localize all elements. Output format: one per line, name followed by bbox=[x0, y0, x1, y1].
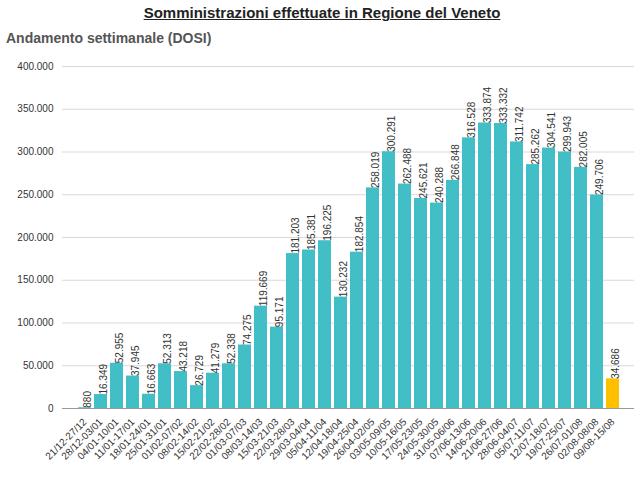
svg-text:74.275: 74.275 bbox=[242, 314, 253, 345]
svg-text:19/04-25/04: 19/04-25/04 bbox=[315, 416, 361, 462]
svg-text:304.541: 304.541 bbox=[546, 112, 557, 149]
svg-text:15/03-21/03: 15/03-21/03 bbox=[235, 416, 281, 462]
svg-text:14/06-20/06: 14/06-20/06 bbox=[443, 416, 489, 462]
svg-text:266.848: 266.848 bbox=[450, 144, 461, 181]
svg-text:12/07-18/07: 12/07-18/07 bbox=[507, 416, 553, 462]
svg-text:41.279: 41.279 bbox=[210, 342, 221, 373]
svg-text:52.313: 52.313 bbox=[162, 333, 173, 364]
svg-text:22/02-28/02: 22/02-28/02 bbox=[187, 416, 233, 462]
html-text:Somministrazioni effettuate in: Somministrazioni effettuate in Regione d… bbox=[143, 4, 501, 21]
html-text:Andamento settimanale (DOSI): Andamento settimanale (DOSI) bbox=[6, 30, 212, 46]
svg-text:240.288: 240.288 bbox=[434, 166, 445, 203]
svg-text:16.349: 16.349 bbox=[98, 363, 109, 394]
svg-text:26/07-01/08: 26/07-01/08 bbox=[539, 416, 585, 462]
svg-text:181.203: 181.203 bbox=[290, 217, 301, 254]
svg-text:15/02-21/02: 15/02-21/02 bbox=[171, 416, 217, 462]
svg-text:119.669: 119.669 bbox=[258, 270, 269, 306]
svg-text:24/05-30/05: 24/05-30/05 bbox=[395, 416, 441, 462]
svg-text:34.686: 34.686 bbox=[610, 348, 621, 379]
svg-text:28/06-04/07: 28/06-04/07 bbox=[475, 416, 521, 462]
svg-text:01/02-07/02: 01/02-07/02 bbox=[139, 416, 185, 462]
svg-text:880: 880 bbox=[82, 391, 93, 408]
svg-text:03/05-09/05: 03/05-09/05 bbox=[347, 416, 393, 462]
svg-text:21/06-27/06: 21/06-27/06 bbox=[459, 416, 505, 462]
svg-text:09/08-15/08: 09/08-15/08 bbox=[571, 416, 617, 462]
svg-text:95.171: 95.171 bbox=[274, 296, 285, 327]
svg-text:10/05-16/05: 10/05-16/05 bbox=[363, 416, 409, 462]
svg-text:01/03-07/03: 01/03-07/03 bbox=[203, 416, 249, 462]
svg-text:196.225: 196.225 bbox=[322, 204, 333, 241]
svg-text:26.729: 26.729 bbox=[194, 355, 205, 386]
svg-text:282.005: 282.005 bbox=[578, 131, 589, 168]
svg-text:250.000: 250.000 bbox=[17, 189, 54, 200]
svg-text:16.663: 16.663 bbox=[146, 363, 157, 394]
svg-text:05/04-11/04: 05/04-11/04 bbox=[283, 416, 329, 462]
svg-text:130.232: 130.232 bbox=[338, 261, 349, 298]
svg-text:12/04-18/04: 12/04-18/04 bbox=[299, 416, 345, 462]
svg-text:300.000: 300.000 bbox=[17, 146, 54, 157]
svg-text:245.621: 245.621 bbox=[418, 162, 429, 199]
svg-text:22/03-28/03: 22/03-28/03 bbox=[251, 416, 297, 462]
svg-text:182.854: 182.854 bbox=[354, 216, 365, 253]
svg-text:249.706: 249.706 bbox=[594, 158, 605, 195]
svg-text:08/02-14/02: 08/02-14/02 bbox=[155, 416, 201, 462]
svg-text:50.000: 50.000 bbox=[23, 360, 54, 371]
svg-text:04/01-10/01: 04/01-10/01 bbox=[75, 416, 121, 462]
svg-text:21/12-27/12: 21/12-27/12 bbox=[43, 416, 89, 462]
svg-text:285.262: 285.262 bbox=[530, 128, 541, 165]
svg-text:333.874: 333.874 bbox=[482, 86, 493, 123]
svg-text:258.019: 258.019 bbox=[370, 151, 381, 188]
svg-text:11/01-17/01: 11/01-17/01 bbox=[91, 416, 137, 462]
svg-text:43.218: 43.218 bbox=[178, 341, 189, 372]
svg-text:25/01-31/01: 25/01-31/01 bbox=[123, 416, 169, 462]
svg-text:316.528: 316.528 bbox=[466, 101, 477, 138]
svg-text:299.943: 299.943 bbox=[562, 115, 573, 152]
svg-text:07/06-13/06: 07/06-13/06 bbox=[427, 416, 473, 462]
svg-text:100.000: 100.000 bbox=[17, 317, 54, 328]
svg-text:37.945: 37.945 bbox=[130, 345, 141, 376]
svg-text:29/03-04/04: 29/03-04/04 bbox=[267, 416, 313, 462]
svg-text:400.000: 400.000 bbox=[17, 61, 54, 72]
svg-text:02/08-08/08: 02/08-08/08 bbox=[555, 416, 601, 462]
svg-text:0: 0 bbox=[48, 403, 54, 414]
svg-text:311.742: 311.742 bbox=[514, 106, 525, 142]
svg-text:28/12-03/01: 28/12-03/01 bbox=[59, 416, 105, 462]
svg-text:08/03-14/03: 08/03-14/03 bbox=[219, 416, 265, 462]
svg-text:17/05-23/05: 17/05-23/05 bbox=[379, 416, 425, 462]
svg-text:18/01-24/01: 18/01-24/01 bbox=[107, 416, 153, 462]
svg-text:150.000: 150.000 bbox=[17, 274, 54, 285]
svg-text:333.332: 333.332 bbox=[498, 87, 509, 124]
svg-text:262.488: 262.488 bbox=[402, 147, 413, 184]
svg-text:350.000: 350.000 bbox=[17, 103, 54, 114]
svg-text:05/07-11/07: 05/07-11/07 bbox=[491, 416, 537, 462]
svg-text:52.955: 52.955 bbox=[114, 332, 125, 363]
svg-text:19/07-25/07: 19/07-25/07 bbox=[523, 416, 569, 462]
svg-text:52.338: 52.338 bbox=[226, 333, 237, 364]
svg-text:31/05-06/06: 31/05-06/06 bbox=[411, 416, 457, 462]
svg-text:200.000: 200.000 bbox=[17, 232, 54, 243]
svg-text:185.381: 185.381 bbox=[306, 213, 317, 250]
svg-text:26/04-02/05: 26/04-02/05 bbox=[331, 416, 377, 462]
svg-text:300.291: 300.291 bbox=[386, 115, 397, 152]
